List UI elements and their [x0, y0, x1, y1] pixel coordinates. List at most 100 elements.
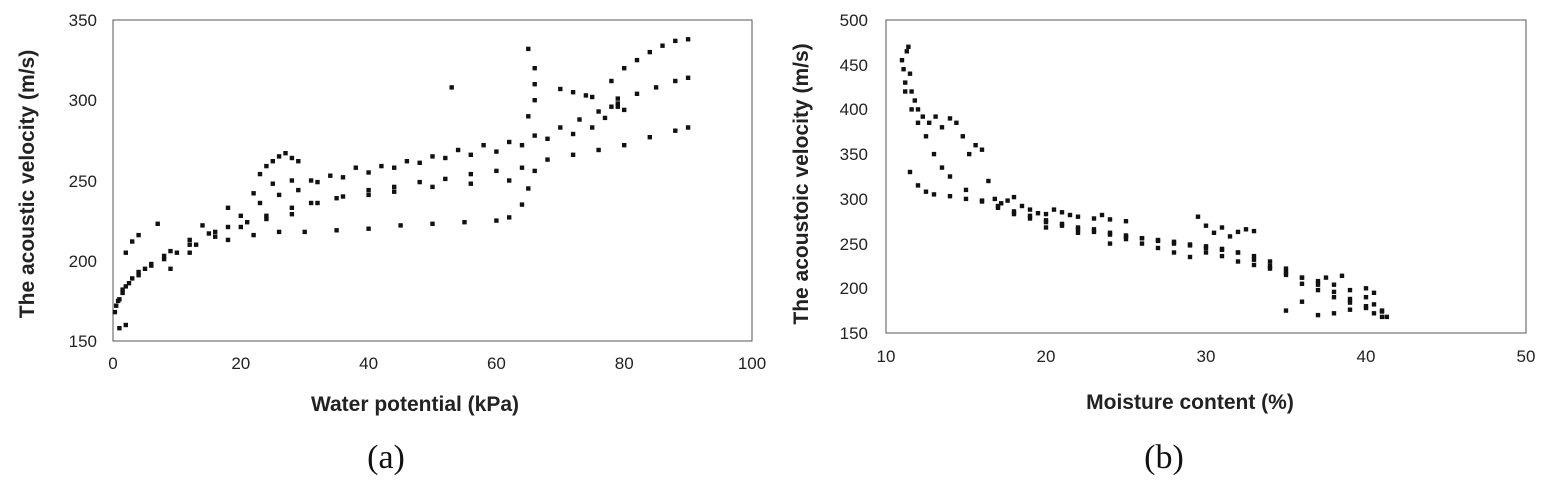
data-point-b-4-8 [1107, 241, 1113, 246]
data-point-b-1-29 [1315, 278, 1321, 284]
data-point-b-2-5 [963, 196, 969, 202]
data-point-b-1-6 [947, 174, 953, 179]
data-point-a-0-4 [136, 273, 141, 278]
data-point-a-5-11 [308, 200, 314, 206]
data-point-b-4-3 [1219, 225, 1225, 230]
data-points-b [899, 44, 1389, 320]
data-point-b-3-17 [1379, 314, 1385, 320]
data-point-b-1-25 [1251, 257, 1257, 262]
data-point-a-6-14 [398, 223, 403, 228]
data-point-b-0-27 [1043, 211, 1049, 217]
plot-frame-b [885, 19, 1527, 334]
data-point-a-6-6 [168, 266, 173, 271]
data-point-a-0-9 [213, 234, 218, 239]
data-point-a-1-24 [609, 104, 614, 109]
data-point-b-0-5 [907, 71, 913, 76]
y-tick-b-2: 250 [840, 235, 868, 254]
data-point-b-3-3 [1171, 250, 1177, 255]
data-point-a-4-2 [270, 159, 275, 164]
data-point-a-5-12 [334, 196, 339, 201]
data-point-a-0-18 [443, 176, 448, 182]
data-point-a-0-27 [673, 128, 678, 133]
data-point-b-2-25 [1283, 266, 1289, 271]
data-point-a-1-10 [296, 187, 301, 193]
data-point-a-6-10 [276, 229, 282, 235]
data-point-a-1-20 [545, 136, 550, 141]
y-tick-a-0: 150 [69, 332, 97, 351]
x-tick-a-5: 100 [738, 354, 766, 373]
data-point-b-0-23 [1011, 194, 1017, 200]
plot-frame-a [112, 19, 753, 342]
data-point-b-4-10 [1043, 225, 1049, 230]
data-point-b-2-24 [1267, 259, 1273, 264]
data-point-a-0-0 [112, 309, 118, 315]
data-point-b-2-17 [1155, 237, 1161, 243]
data-point-b-0-31 [1075, 214, 1081, 219]
data-point-b-0-10 [927, 120, 932, 125]
data-point-a-4-5 [289, 155, 295, 161]
data-point-a-6-16 [462, 220, 467, 225]
data-point-a-4-1 [264, 163, 269, 169]
data-point-b-3-0 [1123, 236, 1129, 242]
data-point-a-6-27 [558, 86, 563, 92]
data-point-a-2-6 [328, 173, 333, 178]
data-point-a-6-25 [526, 46, 531, 52]
data-point-a-1-5 [187, 242, 192, 247]
data-point-a-1-13 [366, 170, 371, 175]
data-point-b-2-9 [1027, 213, 1033, 218]
data-point-b-3-9 [1267, 266, 1273, 271]
data-point-a-0-3 [126, 281, 132, 286]
data-point-b-0-20 [992, 196, 997, 202]
data-point-b-2-26 [1299, 275, 1305, 280]
data-point-b-2-7 [995, 203, 1001, 209]
data-point-a-1-22 [590, 125, 595, 130]
data-point-b-0-3 [904, 49, 909, 54]
data-point-a-5-17 [507, 178, 512, 183]
data-point-a-4-4 [283, 151, 288, 156]
data-point-a-6-29 [583, 93, 589, 98]
data-point-a-1-8 [257, 200, 263, 206]
x-tick-a-1: 20 [231, 354, 250, 373]
data-point-b-2-8 [1011, 209, 1017, 214]
data-point-a-6-19 [519, 202, 525, 207]
data-point-a-0-24 [596, 147, 601, 153]
y-tick-b-3: 300 [840, 190, 868, 209]
x-axis-title-b: Moisture content (%) [1086, 391, 1294, 414]
data-point-a-6-8 [225, 237, 231, 243]
data-point-b-1-31 [1347, 287, 1353, 293]
data-point-b-4-11 [1299, 299, 1305, 304]
data-point-a-5-18 [532, 168, 537, 174]
data-point-a-6-23 [532, 82, 537, 87]
data-point-b-0-4 [906, 44, 911, 49]
data-point-a-0-11 [264, 216, 269, 222]
data-point-a-0-25 [622, 143, 627, 148]
data-point-b-0-11 [933, 114, 938, 119]
data-point-b-0-1 [901, 67, 906, 72]
data-point-a-4-3 [276, 154, 282, 159]
data-point-a-2-16 [577, 117, 582, 122]
x-tick-a-3: 60 [487, 354, 506, 373]
data-point-a-5-13 [366, 192, 371, 198]
panel-a: 150 200 250 300 350 0 20 40 60 80 100 Wa… [16, 11, 766, 476]
data-point-b-1-11 [1027, 216, 1033, 221]
data-point-a-3-1 [622, 66, 627, 71]
data-point-b-4-13 [1315, 312, 1321, 318]
data-point-b-0-13 [947, 116, 953, 121]
data-point-a-2-22 [685, 75, 691, 80]
data-point-b-4-6 [1243, 227, 1249, 232]
data-point-b-1-3 [923, 134, 929, 139]
data-point-b-2-2 [923, 189, 929, 194]
data-point-b-1-15 [1091, 229, 1097, 235]
data-point-a-1-3 [142, 266, 148, 271]
y-axis-title-a: The acoustic velocity (m/s) [16, 50, 39, 318]
caption-b: (b) [1144, 439, 1184, 476]
data-point-b-1-1 [909, 107, 914, 112]
data-point-a-6-26 [449, 85, 454, 90]
data-point-b-0-7 [912, 98, 917, 103]
data-point-a-6-0 [123, 250, 128, 255]
data-point-a-2-7 [353, 165, 358, 170]
data-point-b-4-4 [1227, 234, 1233, 239]
data-point-a-0-7 [174, 250, 180, 255]
data-point-b-2-16 [1139, 236, 1145, 241]
data-point-b-4-2 [1211, 230, 1217, 235]
